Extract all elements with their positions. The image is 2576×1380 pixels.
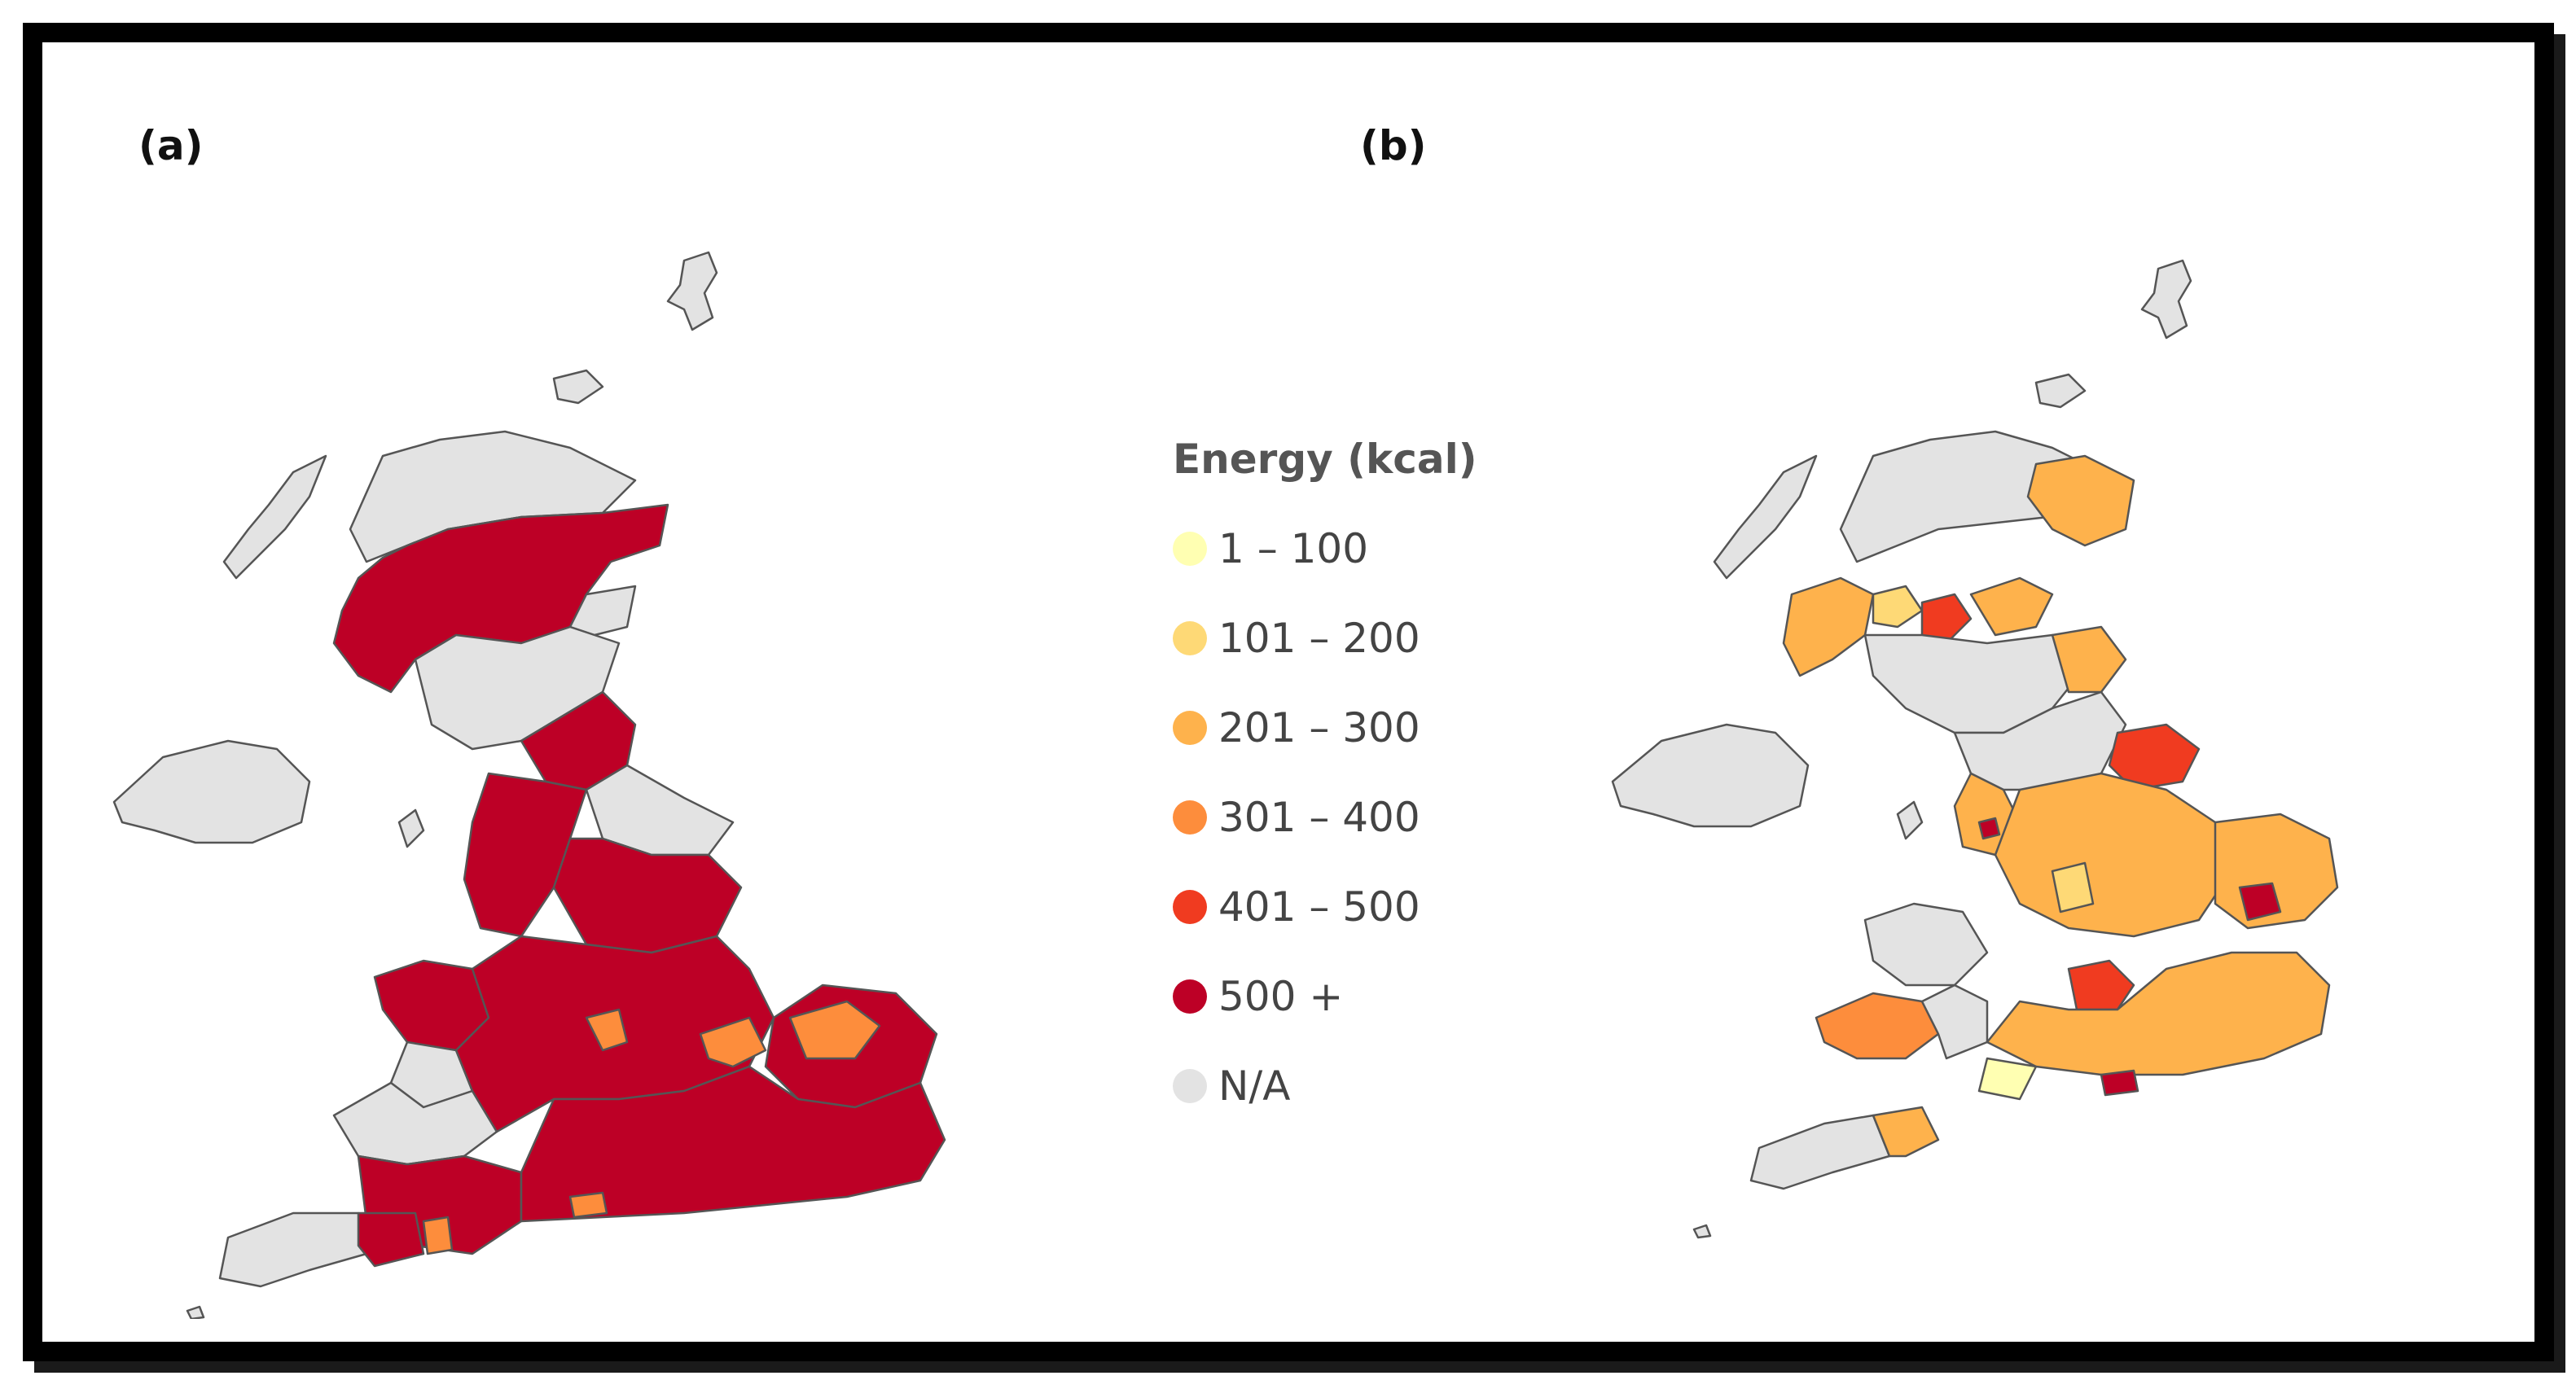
- england-midlands: [1994, 772, 2233, 938]
- orkney: [2034, 373, 2087, 409]
- legend-label-3: 201 – 300: [1218, 704, 1420, 751]
- england-north-west: [463, 772, 588, 938]
- cornwall: [1749, 1114, 1891, 1190]
- legend-title: Energy (kcal): [1173, 436, 1477, 483]
- orkney: [552, 369, 604, 405]
- wales-south: [1815, 992, 1940, 1060]
- aberdeenshire: [2026, 454, 2135, 547]
- northern-ireland: [1611, 723, 1810, 828]
- legend-item-4: 301 – 400: [1173, 773, 1499, 862]
- midlands-orange-1: [585, 1008, 629, 1052]
- scotland-central-pale: [1872, 585, 1924, 629]
- legend-label-4: 301 – 400: [1218, 794, 1420, 841]
- devon: [1872, 1106, 1940, 1158]
- south-pale: [1977, 1057, 2038, 1101]
- england-south-east: [1986, 951, 2331, 1076]
- uk-map-b: [1611, 259, 2339, 1239]
- legend-item-5: 401 – 500: [1173, 862, 1499, 952]
- midlands-red: [2067, 959, 2135, 1011]
- wales-north: [1863, 902, 1989, 987]
- legend-item-3: 201 – 300: [1173, 683, 1499, 773]
- borders: [2051, 625, 2127, 694]
- east-red: [2238, 882, 2282, 922]
- legend-swatch-2: [1173, 621, 1207, 655]
- england-yorkshire: [552, 837, 743, 954]
- legend-swatch-6: [1173, 979, 1207, 1014]
- outer-hebrides: [1713, 454, 1818, 580]
- northern-ireland: [112, 739, 311, 844]
- outer-hebrides: [222, 454, 327, 580]
- legend-item-7: N/A: [1173, 1041, 1499, 1131]
- legend-swatch-5: [1173, 890, 1207, 924]
- england-south-east: [520, 1065, 946, 1223]
- legend-swatch-7: [1173, 1069, 1207, 1103]
- scotland-west: [1782, 576, 1875, 677]
- isle-of-man: [1896, 800, 1924, 840]
- midlands-orange-2: [699, 1016, 767, 1068]
- legend-swatch-3: [1173, 711, 1207, 745]
- scilly: [1692, 1224, 1712, 1239]
- cornwall: [218, 1211, 368, 1288]
- manchester-red: [1977, 817, 2001, 840]
- midlands-pale: [2051, 861, 2095, 913]
- legend-label-6: 500 +: [1218, 973, 1344, 1020]
- scotland-east: [1969, 576, 2054, 637]
- legend-item-1: 1 – 100: [1173, 504, 1499, 594]
- shetland: [2140, 259, 2192, 340]
- legend: Energy (kcal) 1 – 100 101 – 200 201 – 30…: [1173, 436, 1499, 1131]
- legend-label-2: 101 – 200: [1218, 615, 1420, 662]
- legend-label-7: N/A: [1218, 1062, 1291, 1110]
- isle-of-man: [397, 808, 425, 848]
- scilly: [186, 1305, 205, 1319]
- devon-orange: [422, 1216, 454, 1255]
- legend-item-6: 500 +: [1173, 952, 1499, 1041]
- east-anglia-orange: [788, 1000, 881, 1060]
- yorkshire-red: [2108, 723, 2201, 791]
- uk-map-a: [112, 251, 946, 1319]
- legend-label-1: 1 – 100: [1218, 525, 1369, 572]
- legend-swatch-1: [1173, 532, 1207, 566]
- legend-item-2: 101 – 200: [1173, 594, 1499, 683]
- legend-label-5: 401 – 500: [1218, 883, 1420, 931]
- south-coast-orange: [568, 1191, 608, 1219]
- south-coast-red: [2100, 1069, 2139, 1097]
- scotland-aberdeen: [568, 585, 637, 637]
- wales-mid: [1920, 984, 1989, 1060]
- scotland-central-red: [1920, 593, 1973, 645]
- panel-label-a: (a): [138, 122, 204, 169]
- panel-label-b: (b): [1360, 122, 1427, 169]
- legend-swatch-4: [1173, 800, 1207, 835]
- devon-red: [357, 1211, 425, 1268]
- shetland: [666, 251, 718, 331]
